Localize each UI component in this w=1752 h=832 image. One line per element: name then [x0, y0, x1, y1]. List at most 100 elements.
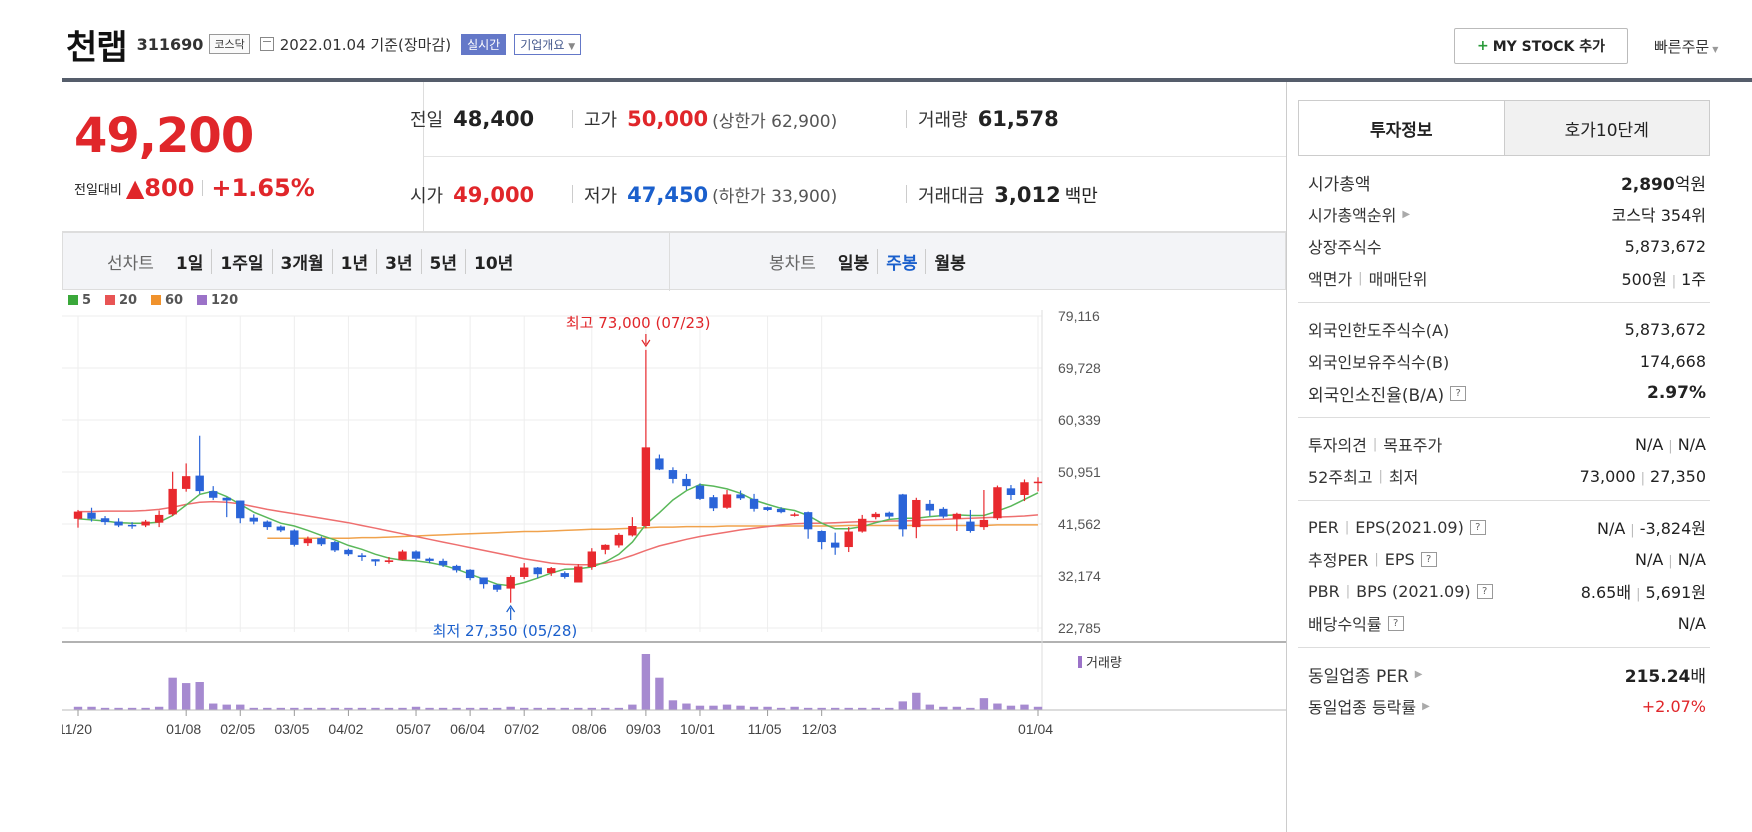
candle-body — [479, 577, 488, 585]
candle-body — [628, 526, 637, 536]
volume-bar — [222, 704, 231, 710]
line-chart-label: 선차트 — [107, 253, 154, 274]
period-3y[interactable]: 3년 — [376, 248, 420, 274]
invest-info-panel: 투자정보 호가10단계 시가총액 2,890억원 시가총액순위 ▶ 코스닥 354위 … — [1298, 100, 1710, 730]
volume-bar — [330, 707, 340, 710]
candle-body — [195, 475, 204, 492]
candle-body — [276, 526, 286, 531]
x-tick-label: 01/04 — [1018, 721, 1053, 737]
volume-bar — [749, 706, 759, 710]
candle-body — [601, 544, 610, 550]
period-1d[interactable]: 1일 — [175, 253, 204, 274]
candle-body — [317, 538, 326, 545]
candle-body — [979, 519, 989, 528]
volume-bar — [438, 707, 448, 710]
value-text: N/A — [1634, 434, 1664, 454]
calendar-icon — [259, 37, 274, 51]
volume-bar — [87, 706, 96, 710]
divider: | — [1630, 523, 1635, 538]
period-daily[interactable]: 일봉 — [837, 253, 870, 274]
tab-orderbook[interactable]: 호가10단계 — [1504, 101, 1709, 155]
candle-body — [87, 512, 96, 519]
candle-body — [655, 458, 664, 470]
high-price: 고가 50,000 (상한가 62,900) — [584, 106, 837, 132]
period-1y[interactable]: 1년 — [331, 248, 376, 274]
help-icon[interactable]: ? — [1476, 583, 1493, 599]
y-tick-label: 32,174 — [1058, 568, 1101, 584]
dividend-value: N/A — [1677, 613, 1706, 633]
dividend-label: 배당수익률? — [1308, 611, 1404, 635]
volume-bar — [249, 707, 258, 710]
divider: | — [1636, 587, 1641, 602]
high-annotation: 최고 73,000 (07/23) — [566, 314, 711, 332]
candle-body — [952, 513, 962, 519]
market-cap-rank-row[interactable]: 시가총액순위 ▶ 코스닥 354위 — [1298, 198, 1710, 230]
help-icon[interactable]: ? — [1469, 519, 1486, 535]
add-mystock-button[interactable]: + MY STOCK 추가 — [1454, 28, 1628, 64]
volume-bar — [317, 707, 326, 710]
candle-body — [506, 576, 515, 589]
period-3m[interactable]: 3개월 — [271, 248, 332, 274]
candle-body — [330, 542, 340, 551]
value-text: 5,691원 — [1645, 583, 1706, 602]
label-text: EPS(2021.09) — [1355, 517, 1464, 537]
ma60-line — [267, 524, 1038, 539]
divider: | — [1668, 553, 1673, 569]
volume-bar — [1006, 705, 1016, 710]
panel-tabs: 투자정보 호가10단계 — [1298, 100, 1710, 156]
help-icon[interactable]: ? — [1387, 615, 1404, 631]
sector-per-row[interactable]: 동일업종 PER ▶ 215.24배 — [1298, 658, 1710, 690]
high-arrow-head — [641, 339, 651, 348]
est-per-label: 추정PER | EPS? — [1308, 547, 1437, 571]
help-icon[interactable]: ? — [1420, 551, 1437, 567]
label-text: 매매단위 — [1368, 270, 1428, 289]
divider — [1286, 82, 1287, 832]
volume-bar — [601, 707, 610, 710]
legend-label: 120 — [211, 293, 238, 308]
value-text: N/A — [1634, 549, 1664, 569]
volume-bar — [898, 701, 907, 710]
volume-bar — [844, 707, 853, 710]
x-tick-label: 07/02 — [504, 721, 539, 737]
candle-body — [303, 538, 313, 544]
volume-bar — [817, 707, 826, 710]
period-weekly[interactable]: 주봉 — [877, 248, 925, 274]
candle-body — [614, 534, 624, 546]
realtime-button[interactable]: 실시간 — [461, 33, 507, 55]
candle-body — [547, 568, 556, 574]
sector-change-row[interactable]: 동일업종 등락률 ▶ +2.07% — [1298, 690, 1710, 722]
x-tick-label: 05/07 — [396, 721, 431, 737]
legend-swatch — [151, 295, 161, 305]
candle-body — [790, 514, 799, 516]
tab-invest-info[interactable]: 투자정보 — [1299, 101, 1505, 155]
period-monthly[interactable]: 월봉 — [925, 248, 973, 274]
divider — [572, 185, 573, 203]
chevron-down-icon: ▼ — [1712, 45, 1719, 54]
quick-order-dropdown[interactable]: 빠른주문 ▼ — [1654, 36, 1718, 57]
candle-body — [452, 565, 461, 571]
x-tick-label: 03/05 — [274, 721, 309, 737]
divider: | — [1372, 436, 1378, 452]
market-cap-unit: 억원 — [1674, 174, 1706, 195]
volume-bar — [303, 707, 313, 710]
amount-label: 거래대금 — [918, 185, 985, 207]
market-cap-rank-value: 코스닥 354위 — [1611, 206, 1706, 225]
sector-change-label: 동일업종 등락률 ▶ — [1308, 694, 1430, 718]
period-5y[interactable]: 5년 — [420, 248, 465, 274]
candle-body — [803, 512, 813, 530]
sector-per-value: 215.24배 — [1625, 662, 1706, 687]
candle-body — [858, 518, 867, 532]
legend-label: 5 — [82, 293, 91, 308]
prev-close: 전일 48,400 — [410, 106, 534, 132]
x-tick-label: 12/03 — [802, 721, 837, 737]
divider — [906, 185, 907, 203]
divider — [202, 180, 204, 196]
y-tick-label: 22,785 — [1058, 620, 1101, 636]
period-10y[interactable]: 10년 — [465, 248, 521, 274]
company-overview-dropdown[interactable]: 기업개요 ▼ — [514, 33, 582, 55]
volume-bar — [682, 703, 691, 710]
help-icon[interactable]: ? — [1450, 385, 1467, 401]
candle-body — [141, 521, 150, 526]
period-1w[interactable]: 1주일 — [211, 248, 271, 274]
price-chart[interactable]: 79,116 69,728 60,339 50,951 41,562 32,174 22,7… — [58, 290, 1286, 832]
